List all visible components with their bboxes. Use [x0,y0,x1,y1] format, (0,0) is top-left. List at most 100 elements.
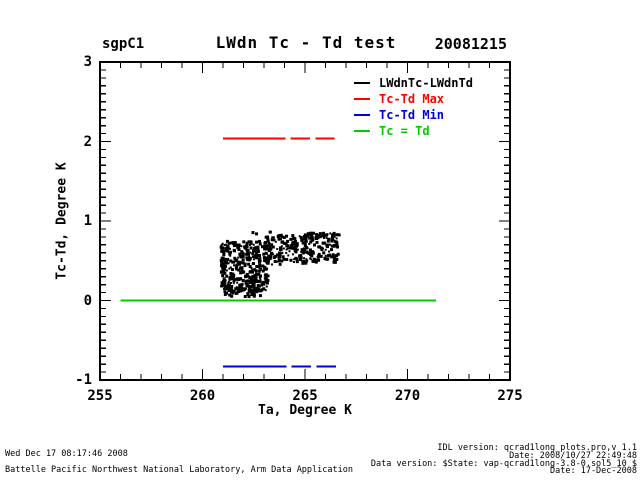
scatter-point [309,253,313,257]
scatter-point [330,255,334,259]
scatter-point [246,249,250,253]
scatter-point [259,278,262,281]
scatter-point [304,240,307,243]
scatter-point [263,277,266,280]
scatter-point [301,261,305,265]
scatter-point [320,248,324,252]
scatter-point [310,235,314,239]
scatter-point [262,252,266,256]
scatter-point [326,257,330,261]
legend-dash-icon [354,82,370,84]
scatter-point [309,257,312,260]
scatter-point [265,281,269,285]
idl-version: IDL version: qcrad1long_plots.pro,v 1.1 [437,443,637,453]
scatter-point [249,241,253,245]
scatter-point [228,277,232,281]
scatter-point [258,285,261,288]
scatter-point [241,252,245,256]
scatter-point [226,257,230,261]
scatter-point [255,264,259,268]
scatter-point [286,247,289,250]
scatter-point [261,264,265,268]
scatter-point [243,294,247,298]
scatter-point [271,236,274,239]
scatter-point [302,259,306,263]
scatter-point [336,252,340,256]
scatter-point [310,258,313,261]
scatter-point [237,256,240,259]
scatter-point [269,254,273,258]
scatter-point [280,240,284,244]
scatter-point [322,251,326,255]
scatter-point [333,255,337,259]
scatter-point [263,266,267,270]
scatter-point [299,236,303,240]
scatter-point [292,242,296,246]
plot-title: LWdn Tc - Td test [215,33,397,52]
scatter-point [225,248,229,252]
scatter-point [239,285,243,289]
scatter-point [268,242,271,245]
scatter-point [331,234,335,238]
scatter-point [222,279,226,283]
scatter-point [303,251,306,254]
scatter-point [258,266,261,269]
scatter-point [257,284,260,287]
scatter-point [221,269,225,273]
scatter-point [241,258,244,261]
scatter-point [303,257,306,260]
scatter-point [280,245,283,248]
scatter-point [232,289,236,293]
scatter-point [255,276,258,279]
scatter-point [228,267,231,270]
scatter-point [228,252,232,256]
scatter-point [221,274,225,278]
site-label: sgpC1 [102,36,145,52]
scatter-point [219,245,223,249]
scatter-point [308,242,311,245]
scatter-point [240,287,244,291]
scatter-point [252,278,256,282]
scatter-point [292,247,296,251]
scatter-point [255,289,259,293]
scatter-point [324,254,327,257]
scatter-point [307,232,311,236]
scatter-point [319,246,323,250]
timestamp: Wed Dec 17 08:17:46 2008 [5,449,128,459]
scatter-point [244,245,248,249]
scatter-point [311,259,315,263]
scatter-point [247,289,251,293]
scatter-point [224,281,227,284]
scatter-point [228,247,231,250]
legend-label: Tc = Td [379,124,430,138]
scatter-point [249,246,253,250]
scatter-point [245,272,249,276]
scatter-point [240,283,244,287]
scatter-point [312,231,316,235]
scatter-point [262,256,266,260]
scatter-point [266,259,270,263]
footer-right: IDL version: qcrad1long_plots.pro,v 1.1 … [371,443,637,476]
scatter-point [222,283,226,287]
scatter-point [321,231,325,235]
scatter-point [284,242,288,246]
scatter-point [221,242,224,245]
legend-row: LWdnTc-LWdnTd [354,75,473,91]
scatter-point [266,279,270,283]
scatter-point [272,236,275,239]
scatter-point [240,245,243,248]
scatter-point [317,252,320,255]
scatter-point [260,283,264,287]
scatter-point [295,257,299,261]
scatter-point [224,261,228,265]
scatter-point [225,239,229,243]
scatter-point [303,243,307,247]
scatter-point [318,234,321,237]
scatter-point [288,250,291,253]
scatter-point [237,268,241,272]
scatter-point [325,236,328,239]
scatter-point [222,250,225,253]
scatter-point [220,261,224,265]
scatter-point [291,242,295,246]
scatter-point [316,255,320,259]
